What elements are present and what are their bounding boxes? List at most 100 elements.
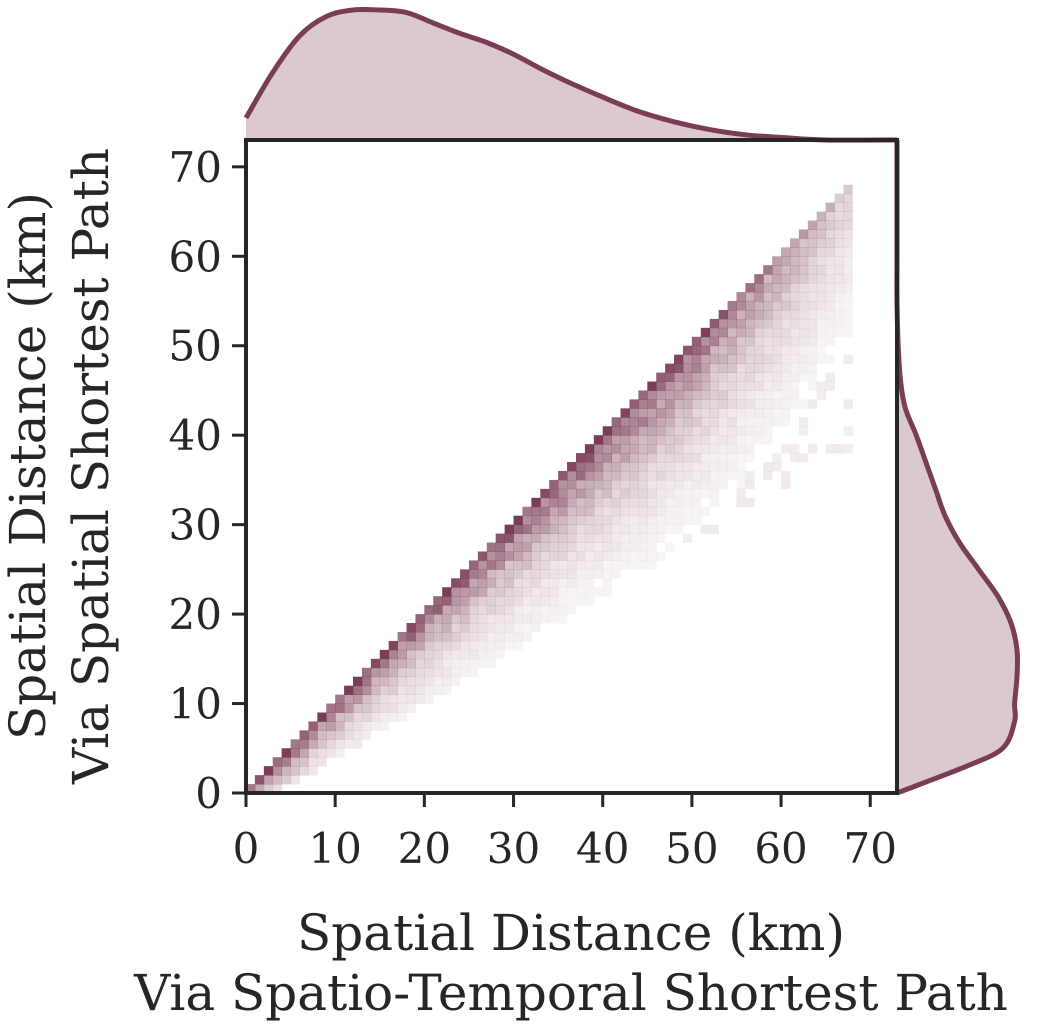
heatmap-cell [460,569,470,579]
heatmap-cell [326,712,336,722]
heatmap-cell [486,658,497,669]
heatmap-cell [727,363,737,373]
heatmap-cell [736,435,746,445]
heatmap-cell [647,408,657,418]
heatmap-cell [700,336,711,347]
heatmap-cell [522,542,532,552]
heatmap-cell [647,444,657,454]
heatmap-cell [682,506,693,517]
heatmap-cell [745,309,755,320]
heatmap-cell [629,470,639,481]
heatmap-cell [370,658,381,669]
heatmap-cell [602,435,613,445]
heatmap-cell [674,515,684,526]
heatmap-cell [468,569,479,579]
heatmap-cell [558,569,568,579]
heatmap-cell [682,515,693,526]
heatmap-cell [263,766,274,776]
heatmap-cell [344,721,354,731]
heatmap-cell [647,524,657,534]
heatmap-cell [558,524,568,534]
heatmap-cell [424,676,434,687]
heatmap-cell [736,354,746,365]
heatmap-cell [772,283,782,293]
heatmap-cell [620,551,630,561]
heatmap-cell [575,551,586,561]
heatmap-cell [575,578,586,588]
heatmap-cell [789,390,800,400]
heatmap-cell [727,354,737,365]
heatmap-cell [727,336,737,347]
heatmap-cell [397,694,407,704]
heatmap-cell [602,426,613,436]
x-tick-label: 40 [576,824,629,873]
heatmap-cell [727,318,737,329]
heatmap-cell [629,488,639,499]
heatmap-cell [567,506,577,517]
heatmap-cell [727,381,737,391]
heatmap-cell [763,354,773,365]
heatmap-cell [611,524,621,534]
heatmap-cell [727,399,737,409]
heatmap-cell [700,408,711,418]
heatmap-cell [745,372,755,382]
heatmap-cell [754,390,764,400]
heatmap-cell [647,479,657,490]
heatmap-cell [531,614,541,624]
heatmap-cell [843,399,853,409]
heatmap-cell [674,363,684,373]
heatmap-cell [353,730,363,740]
heatmap-cell [843,318,853,329]
heatmap-cell [468,614,479,624]
y-tick-label: 0 [195,769,222,818]
heatmap-cell [807,363,818,373]
heatmap-cell [575,488,586,499]
heatmap-cell [361,676,372,687]
heatmap-cell [549,524,559,534]
heatmap-cell [638,524,648,534]
heatmap-cell [834,211,844,221]
heatmap-cell [254,775,265,785]
heatmap-cell [798,292,809,302]
y-axis-label-line-2: Via Spatial Shortest Path [62,148,120,785]
heatmap-cell [344,703,354,713]
heatmap-cell [665,524,675,534]
heatmap-cell [763,309,773,320]
heatmap-cell [353,712,363,722]
heatmap-cell [798,301,809,311]
heatmap-cell [558,614,568,624]
heatmap-cell [602,444,613,454]
heatmap-cell [754,399,764,409]
heatmap-cell [513,515,523,526]
heatmap-cell [602,578,613,588]
heatmap-cell [691,363,702,373]
heatmap-cell [540,551,550,561]
heatmap-cell [772,408,782,418]
heatmap-cell [584,497,595,508]
heatmap-cell [522,560,532,570]
heatmap-cell [665,399,675,409]
heatmap-cell [745,283,755,293]
heatmap-cell [567,542,577,552]
heatmap-cell [682,533,693,543]
heatmap-cell [656,453,666,463]
heatmap-cell [602,551,613,561]
heatmap-cell [682,381,693,391]
heatmap-cell [344,685,354,696]
heatmap-cell [629,453,639,463]
heatmap-cell [593,444,604,454]
heatmap-cell [665,453,675,463]
heatmap-cell [816,265,827,275]
heatmap-cell [602,587,613,597]
heatmap-cell [834,327,844,338]
heatmap-cell [513,605,523,615]
heatmap-cell [370,685,381,696]
heatmap-cell [442,623,452,633]
heatmap-cell [611,479,621,490]
heatmap-cell [727,372,737,382]
heatmap-cell [584,479,595,490]
heatmap-cell [816,283,827,293]
heatmap-cell [246,784,256,794]
heatmap-cell [353,721,363,731]
heatmap-cell [709,345,720,356]
